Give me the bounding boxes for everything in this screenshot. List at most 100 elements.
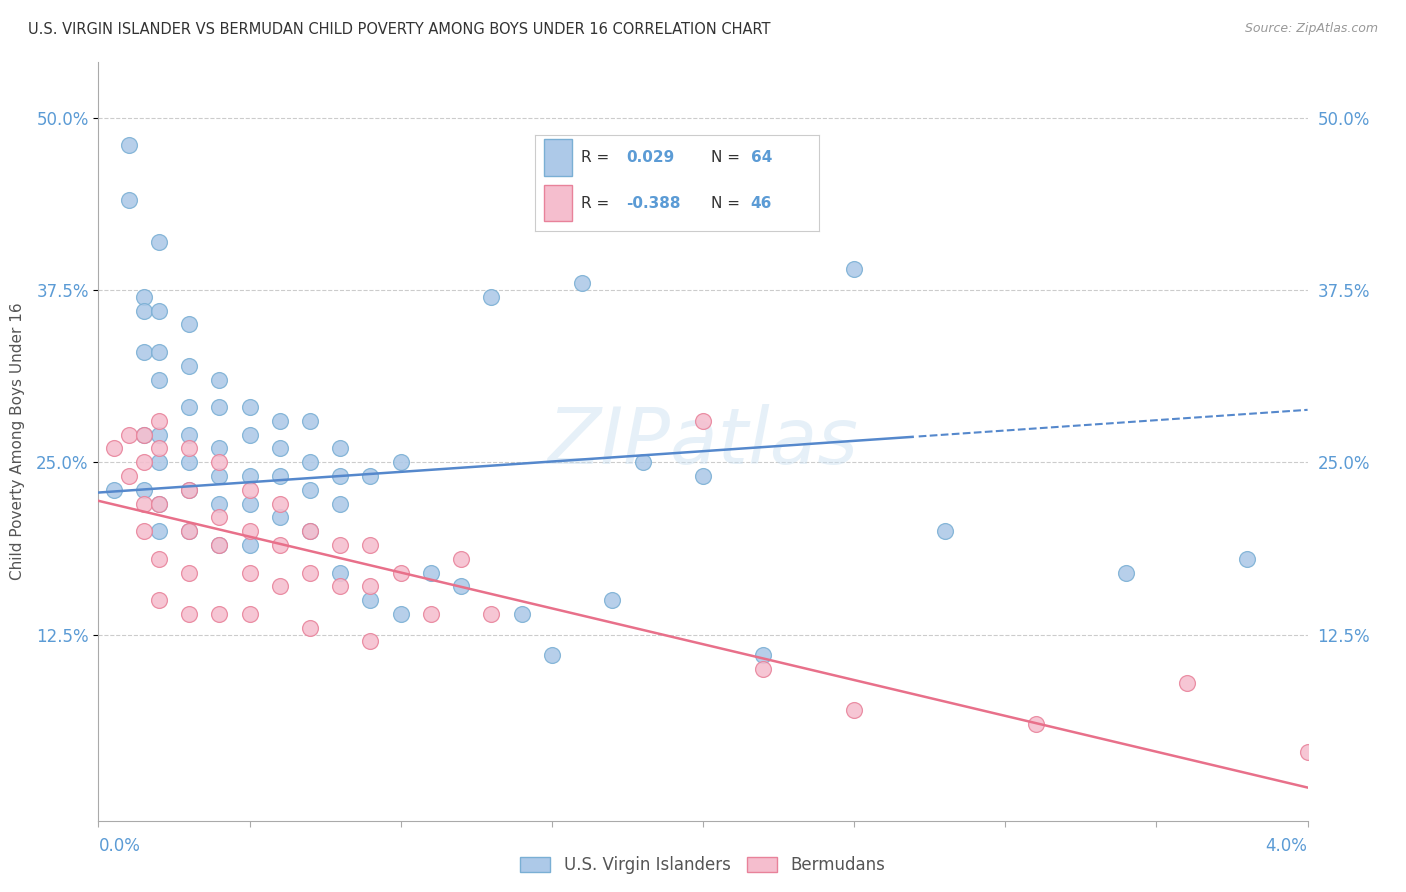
Text: 46: 46 [751,196,772,211]
Point [148,414,170,428]
Point [510,607,533,621]
Point [208,607,231,621]
Point [179,400,201,414]
Point [179,318,201,332]
Point [269,510,291,524]
Point [148,442,170,456]
Point [132,524,155,538]
Point [148,427,170,442]
Point [208,469,231,483]
Text: U.S. VIRGIN ISLANDER VS BERMUDAN CHILD POVERTY AMONG BOYS UNDER 16 CORRELATION C: U.S. VIRGIN ISLANDER VS BERMUDAN CHILD P… [28,22,770,37]
Point [389,455,412,469]
Point [148,372,170,386]
Point [360,634,382,648]
Point [179,455,201,469]
Point [239,524,262,538]
Point [208,442,231,456]
Point [752,648,775,663]
Point [752,662,775,676]
Point [360,593,382,607]
Point [208,372,231,386]
Point [148,235,170,249]
Point [389,607,412,621]
Point [208,400,231,414]
Point [360,538,382,552]
Point [481,607,503,621]
Point [360,469,382,483]
Point [208,455,231,469]
Point [132,427,155,442]
Point [132,290,155,304]
Point [602,593,624,607]
Point [481,290,503,304]
FancyBboxPatch shape [544,185,572,221]
Point [239,400,262,414]
Y-axis label: Child Poverty Among Boys Under 16: Child Poverty Among Boys Under 16 [10,302,25,581]
Point [239,483,262,497]
Point [208,497,231,511]
Point [299,524,322,538]
Point [148,497,170,511]
Text: 4.0%: 4.0% [1265,837,1308,855]
Point [1115,566,1137,580]
Point [179,524,201,538]
Point [269,442,291,456]
Point [148,524,170,538]
Point [148,455,170,469]
Text: 0.029: 0.029 [626,150,675,165]
Point [844,703,866,717]
FancyBboxPatch shape [544,139,572,176]
Point [1236,551,1258,566]
Point [118,427,141,442]
Point [269,469,291,483]
Point [179,483,201,497]
Point [450,551,472,566]
Point [118,138,141,153]
Point [299,621,322,635]
Point [132,427,155,442]
Point [118,194,141,208]
Point [329,538,352,552]
Text: N =: N = [711,196,740,211]
Point [148,303,170,318]
Text: 64: 64 [751,150,772,165]
Point [148,345,170,359]
Point [329,497,352,511]
Point [692,414,714,428]
Point [179,524,201,538]
Point [239,607,262,621]
Point [269,414,291,428]
Text: ZIPatlas: ZIPatlas [547,403,859,480]
Point [132,497,155,511]
Point [360,579,382,593]
Point [208,510,231,524]
Point [179,442,201,456]
Point [269,538,291,552]
Text: -0.388: -0.388 [626,196,681,211]
Point [329,566,352,580]
Point [329,579,352,593]
Point [299,414,322,428]
Point [132,345,155,359]
Point [103,483,125,497]
Point [179,607,201,621]
Point [179,427,201,442]
Point [269,579,291,593]
Point [299,524,322,538]
Point [329,469,352,483]
Point [299,566,322,580]
Point [239,427,262,442]
Point [208,538,231,552]
Text: R =: R = [581,150,609,165]
Point [239,566,262,580]
Point [239,538,262,552]
Point [571,276,593,290]
Text: R =: R = [581,196,609,211]
Point [118,469,141,483]
Point [179,483,201,497]
Point [132,303,155,318]
Point [1025,717,1047,731]
Point [148,593,170,607]
Point [420,607,443,621]
Point [208,538,231,552]
